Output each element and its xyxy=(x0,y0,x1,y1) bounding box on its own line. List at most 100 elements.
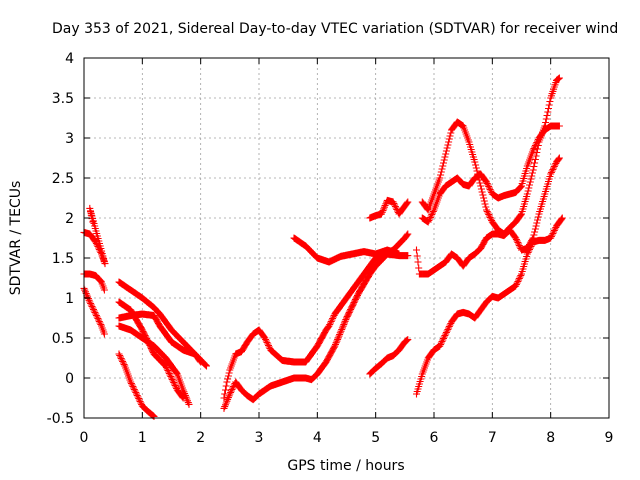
data-point xyxy=(127,380,135,387)
data-point xyxy=(328,316,336,324)
data-point xyxy=(542,119,550,126)
data-point xyxy=(534,137,541,145)
x-tick-label: 2 xyxy=(196,430,205,446)
series-arc-17 xyxy=(413,214,566,398)
data-point xyxy=(115,350,123,358)
data-point xyxy=(549,230,557,237)
data-point xyxy=(438,165,446,173)
data-point xyxy=(445,323,453,330)
data-point xyxy=(525,247,533,255)
data-point xyxy=(128,381,136,389)
data-point xyxy=(132,389,140,396)
x-axis-title: GPS time / hours xyxy=(287,458,404,474)
y-tick-label: 1.5 xyxy=(52,251,74,267)
data-point xyxy=(395,250,403,258)
data-point xyxy=(548,231,556,239)
data-point xyxy=(82,288,89,296)
data-point xyxy=(551,161,559,169)
data-point xyxy=(479,191,487,199)
data-point xyxy=(550,228,558,236)
data-point xyxy=(437,171,445,179)
data-point xyxy=(335,332,343,340)
data-point xyxy=(90,307,98,315)
series-arc-14 xyxy=(418,74,563,238)
data-point xyxy=(480,197,488,205)
data-point xyxy=(532,140,540,148)
data-point xyxy=(550,227,558,234)
data-point xyxy=(345,310,353,318)
data-point xyxy=(555,154,563,162)
data-point xyxy=(515,240,523,248)
data-point xyxy=(543,112,551,119)
data-point xyxy=(389,198,397,206)
data-point xyxy=(404,336,412,344)
data-point xyxy=(555,155,563,163)
data-point xyxy=(444,141,452,149)
data-point xyxy=(202,361,210,369)
data-point xyxy=(173,369,181,377)
data-point xyxy=(336,329,344,337)
data-point xyxy=(439,336,447,344)
data-point xyxy=(404,252,412,260)
data-point xyxy=(119,359,127,367)
data-point xyxy=(224,375,232,383)
data-point xyxy=(515,275,523,282)
data-point xyxy=(96,319,104,327)
data-point xyxy=(391,203,399,210)
series-arc-9 xyxy=(220,230,412,402)
data-point xyxy=(130,384,138,392)
data-point xyxy=(333,337,341,345)
data-point xyxy=(197,358,205,366)
data-point xyxy=(137,399,145,407)
data-point xyxy=(203,362,210,370)
data-point xyxy=(485,184,493,192)
data-point xyxy=(547,234,555,242)
data-point xyxy=(440,159,447,167)
data-point xyxy=(533,219,541,227)
data-point xyxy=(227,389,235,396)
data-point xyxy=(350,299,358,306)
data-point xyxy=(442,150,450,158)
data-point xyxy=(427,212,435,220)
data-point xyxy=(516,184,524,192)
data-point xyxy=(547,170,555,178)
data-point xyxy=(444,326,452,333)
data-point xyxy=(134,393,142,401)
series-arc-2 xyxy=(80,270,108,294)
data-point xyxy=(100,330,108,338)
data-point xyxy=(93,313,101,321)
data-point xyxy=(512,282,520,290)
data-point xyxy=(485,211,493,218)
data-point xyxy=(425,217,433,224)
data-point xyxy=(526,181,533,189)
data-point xyxy=(329,315,337,322)
data-point xyxy=(168,376,176,383)
data-point xyxy=(95,316,103,324)
data-point xyxy=(558,215,566,223)
data-point xyxy=(129,383,137,390)
y-tick-label: 3.5 xyxy=(52,91,74,107)
data-point xyxy=(89,218,97,226)
data-point xyxy=(342,316,350,324)
data-point xyxy=(133,390,140,398)
data-point xyxy=(545,101,553,109)
grid xyxy=(84,58,609,418)
data-point xyxy=(339,322,347,330)
data-point xyxy=(334,334,342,342)
data-point xyxy=(332,339,340,347)
data-point xyxy=(429,208,437,215)
data-point xyxy=(415,264,423,272)
data-point xyxy=(402,337,410,345)
data-point xyxy=(445,135,453,143)
data-point xyxy=(179,394,187,402)
data-point xyxy=(484,181,492,189)
data-point xyxy=(481,200,489,208)
data-point xyxy=(447,129,455,137)
data-point xyxy=(86,204,94,212)
series-arc-7 xyxy=(115,298,187,402)
data-point xyxy=(530,163,538,170)
data-point xyxy=(554,75,562,83)
data-point xyxy=(534,213,542,221)
data-point xyxy=(225,369,233,377)
data-point xyxy=(524,249,532,256)
